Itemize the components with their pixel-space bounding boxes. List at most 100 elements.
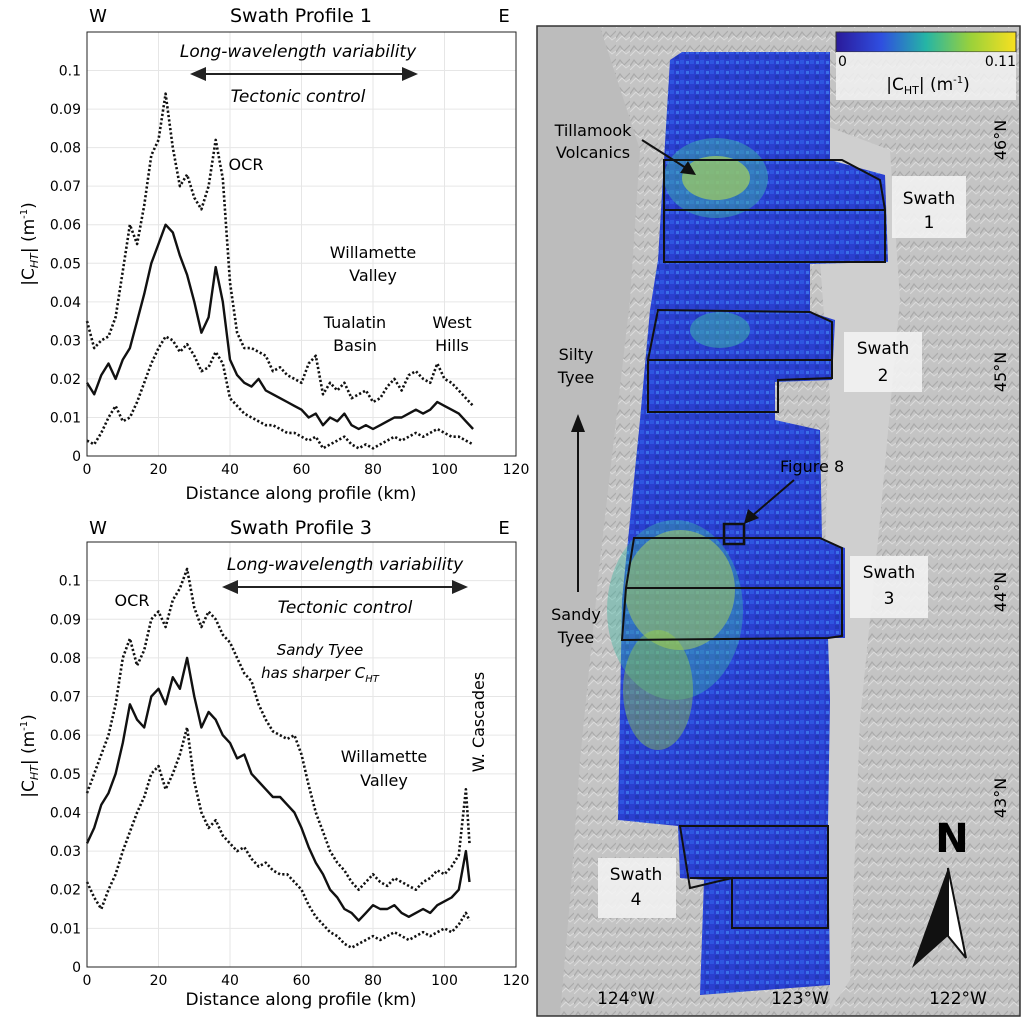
chart-3-mean-line [85, 656, 471, 922]
chart-1-y-tick-label: 0.09 [50, 102, 81, 118]
chart-3-y-tick-label: 0.08 [50, 651, 81, 667]
chart-1-x-tick-label: 60 [293, 462, 311, 478]
swath-1-label-1: Swath [903, 189, 956, 209]
chart-1-x-label: Distance along profile (km) [185, 484, 416, 504]
chart-1-corner-left: W [89, 6, 107, 27]
chart-3-y-tick-label: 0 [72, 960, 81, 976]
chart-1-x-tick-label: 100 [431, 462, 458, 478]
chart-3-x-tick-label: 80 [364, 973, 382, 989]
chart-3-corner-right: E [498, 518, 509, 539]
chart-3-double-arrow [222, 580, 468, 594]
chart-3-x-tick-label: 120 [503, 973, 530, 989]
chart-3-plot-frame [86, 541, 517, 968]
chart-3-note-1: Sandy Tyee [277, 641, 364, 659]
longitude-label-124: 124°W [597, 989, 655, 1009]
chart-3-willamette-label-2: Valley [360, 771, 408, 790]
chart-1-y-tick-label: 0.02 [50, 372, 81, 388]
silty-tyee-label-1: Silty [559, 345, 594, 364]
figure-8-arrow [744, 479, 795, 524]
chart-1-banner-top: Long-wavelength variability [180, 42, 417, 62]
chart-1-title: Swath Profile 1 [230, 5, 372, 27]
colorbar-label: |CHT| (m-1) [886, 75, 970, 97]
chart-3-y-tick-label: 0.09 [50, 612, 81, 628]
chart-1-x-tick-label: 80 [364, 462, 382, 478]
silty-tyee-label-2: Tyee [557, 368, 594, 387]
swath-3-label-bg [850, 556, 928, 618]
chart-1-y-label: |CHT| (m-1) [19, 202, 41, 286]
map-hotspot-tillamook [682, 156, 750, 200]
chart-1-willamette-label-1: Willamette [330, 243, 416, 262]
longitude-label-122: 122°W [929, 989, 987, 1009]
chart-3-x-tick-label: 40 [221, 973, 239, 989]
colorbar-min: 0 [838, 54, 847, 70]
colorbar-max: 0.11 [985, 54, 1016, 70]
swath-profile-1-chart: W E Swath Profile 1 0 20 40 60 80 100 120 0 0.0… [19, 5, 529, 504]
chart-3-banner-top: Long-wavelength variability [227, 555, 464, 575]
chart-1-west-hills-label-1: West [432, 313, 471, 332]
chart-1-banner-bottom: Tectonic control [231, 87, 366, 107]
chart-3-x-label: Distance along profile (km) [185, 990, 416, 1010]
chart-1-mean-line [85, 223, 474, 431]
chart-1-y-tick-label: 0.05 [50, 256, 81, 272]
chart-1-series [85, 92, 475, 450]
latitude-label-44: 44°N [991, 572, 1010, 612]
chart-1-y-tick-label: 0.07 [50, 179, 81, 195]
latitude-label-45: 45°N [991, 352, 1010, 392]
chart-3-corner-left: W [89, 518, 107, 539]
chart-1-y-tick-label: 0.04 [50, 295, 81, 311]
chart-1-envelope-line-1 [85, 92, 475, 407]
swath-outlines [620, 159, 886, 929]
chart-3-y-tick-label: 0.07 [50, 690, 81, 706]
tillamook-arrow [641, 139, 696, 175]
sandy-tyee-label-2: Tyee [557, 628, 594, 647]
chart-1-y-tick-label: 0.03 [50, 333, 81, 349]
longitude-label-123: 123°W [771, 989, 829, 1009]
map-hotspot-south [623, 630, 693, 750]
colorbar [835, 31, 1017, 53]
chart-1-y-tick-label: 0.01 [50, 410, 81, 426]
chart-3-y-tick-label: 0.04 [50, 805, 81, 821]
chart-1-y-tick-label: 0 [72, 449, 81, 465]
chart-3-y-tick-label: 0.06 [50, 728, 81, 744]
chart-1-y-tick-label: 0.08 [50, 141, 81, 157]
map-hotspot-tillamook-halo [664, 138, 768, 218]
swath-1-label-2: 1 [924, 213, 935, 233]
chart-1-tualatin-label-1: Tualatin [323, 313, 386, 332]
tillamook-label-1: Tillamook [554, 121, 633, 140]
swath-1-label-bg [892, 176, 966, 238]
chart-1-west-hills-label-2: Hills [435, 336, 469, 355]
chart-1-corner-right: E [498, 6, 509, 27]
chart-1-y-tick-label: 0.06 [50, 218, 81, 234]
chart-1-ocr-label: OCR [229, 155, 264, 174]
chart-1-grid [86, 32, 517, 457]
tillamook-label-2: Volcanics [556, 143, 630, 162]
chart-1-x-tick-label: 20 [150, 462, 168, 478]
chart-3-x-tick-label: 0 [83, 973, 92, 989]
chart-3-y-label: |CHT| (m-1) [19, 714, 41, 798]
chart-1-x-tick-label: 120 [503, 462, 530, 478]
chart-3-note-2: has sharper CHT [261, 664, 380, 685]
map-hotspot-sandy-tyee-halo [607, 520, 743, 700]
chart-3-willamette-label-1: Willamette [341, 747, 427, 766]
chart-3-y-tick-label: 0.01 [50, 921, 81, 937]
chart-1-x-tick-label: 40 [221, 462, 239, 478]
chart-3-envelope-line-1 [85, 567, 471, 892]
chart-1-double-arrow [190, 67, 418, 81]
chart-3-title: Swath Profile 3 [230, 517, 372, 539]
chart-1-willamette-label-2: Valley [349, 266, 397, 285]
swath-2-label-2: 2 [878, 366, 889, 386]
chart-3-x-tick-label: 20 [150, 973, 168, 989]
latitude-label-43: 43°N [991, 778, 1010, 818]
chart-3-cascades-label: W. Cascades [469, 672, 488, 772]
svg-text:N: N [935, 816, 968, 862]
swath-2-outline [647, 308, 833, 413]
chart-3-x-tick-label: 100 [431, 973, 458, 989]
chart-3-y-tick-label: 0.1 [59, 574, 81, 590]
swath-2-label-1: Swath [857, 339, 910, 359]
colorbar-label-bg [836, 52, 1016, 100]
swath-4-label-2: 4 [631, 890, 642, 910]
chart-1-x-tick-label: 0 [83, 462, 92, 478]
figure-8-label: Figure 8 [780, 457, 844, 476]
figure-8-box [722, 522, 746, 546]
